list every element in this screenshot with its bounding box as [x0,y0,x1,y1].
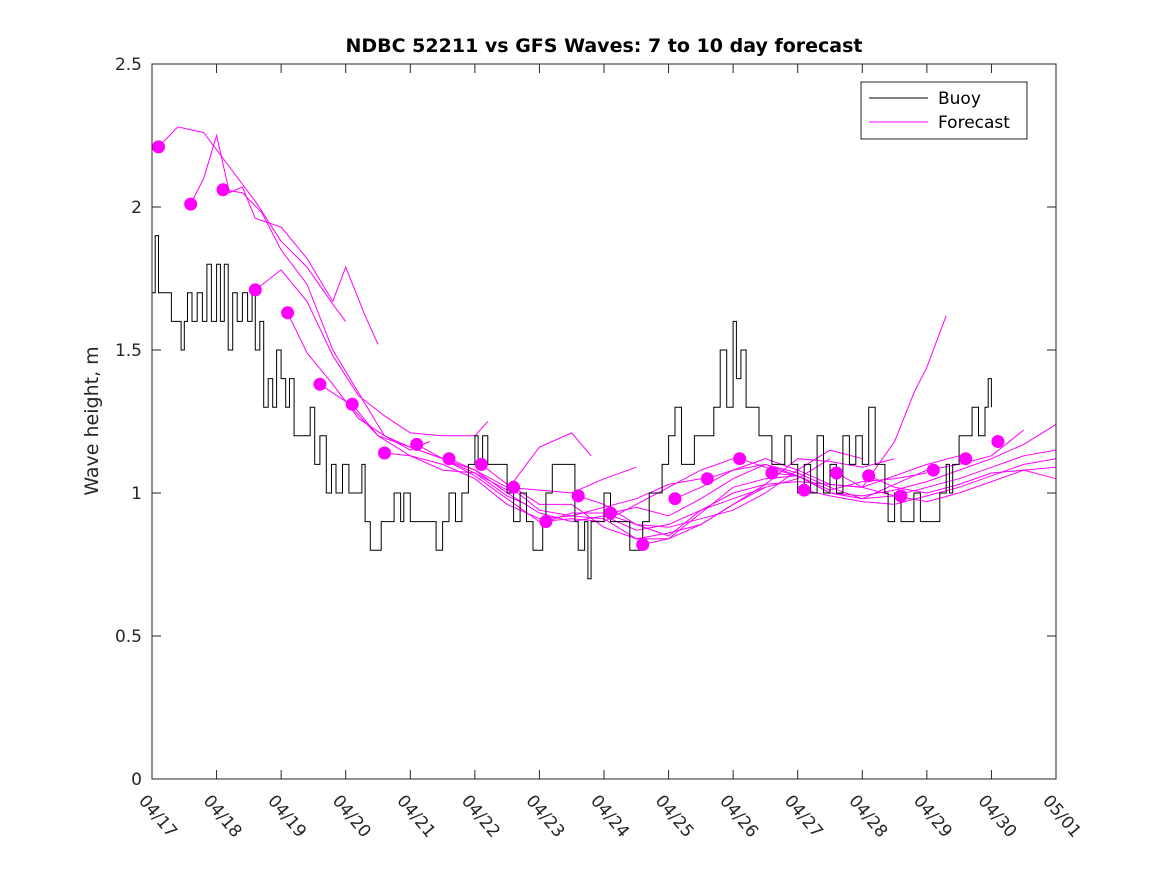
forecast-line-21 [804,458,1057,505]
forecast-markers [152,140,1005,551]
forecast-point-15 [604,506,617,520]
y-tick-label: 0 [131,770,142,790]
forecast-point-27 [991,435,1005,448]
forecast-point-10 [442,452,456,466]
forecast-point-12 [507,480,521,494]
y-tick-label: 2 [131,198,142,218]
forecast-point-7 [345,397,359,411]
forecast-point-22 [830,466,843,480]
legend-box [860,81,1028,140]
forecast-line-1 [158,126,347,322]
forecast-line-14 [578,458,895,537]
forecast-line-9 [416,443,734,523]
plot-area [152,126,1057,580]
forecast-line-5 [287,312,527,505]
forecast-point-21 [797,483,811,497]
buoy-line [152,235,992,580]
forecast-line-22 [836,466,1057,503]
forecast-point-6 [313,377,327,391]
y-tick-label: 2.5 [115,55,142,75]
forecast-point-8 [378,446,391,460]
forecast-line-8 [384,452,701,520]
forecast-line-7 [351,403,637,494]
forecast-point-24 [894,489,908,503]
forecast-point-4 [248,283,262,297]
forecast-point-3 [216,183,230,197]
forecast-point-25 [926,463,940,477]
forecast-point-1 [152,140,165,154]
forecast-line-12 [513,458,831,540]
y-axis-label: Wave height, m [81,346,103,495]
legend: Buoy Forecast [860,81,1028,140]
forecast-point-16 [636,538,650,551]
forecast-line-2 [190,133,379,345]
forecast-line-19 [739,423,1057,497]
forecast-point-2 [184,197,198,211]
forecast-point-11 [474,457,488,471]
legend-label-buoy: Buoy [938,89,981,109]
y-tick-label: 1.5 [115,341,142,361]
forecast-line-4 [254,269,489,437]
forecast-point-23 [862,469,876,483]
forecast-point-9 [410,437,424,451]
legend-label-forecast: Forecast [938,113,1010,133]
y-tick-label: 1 [131,484,142,504]
forecast-line-23 [868,469,1057,494]
forecast-point-5 [281,306,295,320]
forecast-point-17 [668,492,682,506]
forecast-point-20 [765,466,779,480]
forecast-line-13 [545,449,863,528]
chart-title: NDBC 52211 vs GFS Waves: 7 to 10 day for… [345,35,862,57]
forecast-point-18 [700,472,714,486]
forecast-point-13 [539,515,553,529]
forecast-point-26 [959,452,973,466]
forecast-point-19 [733,452,747,466]
y-tick-label: 0.5 [115,627,142,647]
forecast-line-20 [771,449,1057,500]
forecast-point-14 [571,489,585,503]
